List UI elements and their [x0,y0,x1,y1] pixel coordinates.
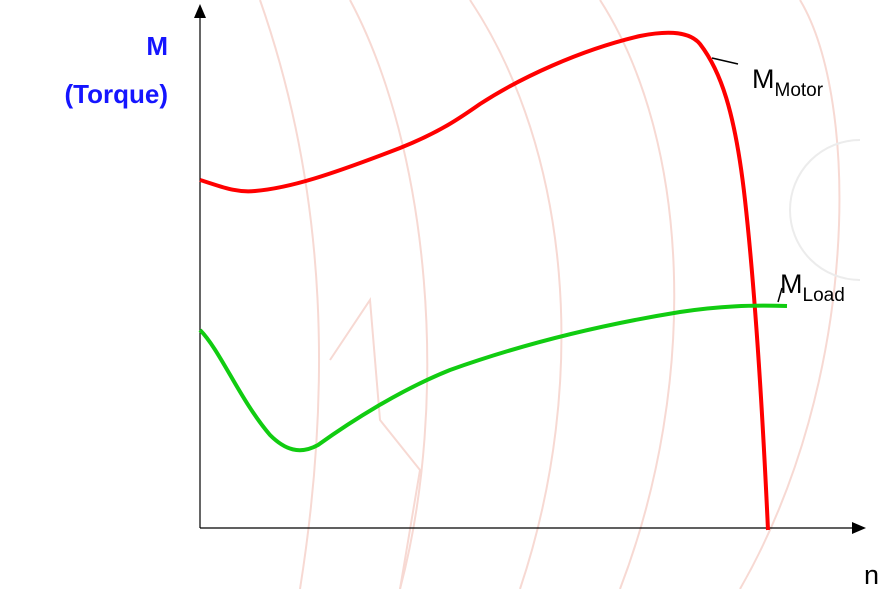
load-curve [198,303,788,453]
motor-curve [199,30,770,531]
y-axis-label: M [146,31,168,61]
x-arrow [852,522,866,534]
x-axis-label: n [864,560,879,589]
curve-label-main: M [752,64,775,94]
motor-leader [711,57,739,65]
curve-label-sub: Load [803,285,845,306]
load-leader [777,287,783,303]
curve-label: MMotor [752,64,824,101]
axes [194,4,866,534]
curve-label: MLoad [780,269,845,306]
curve-label-sub: Motor [775,80,824,101]
y-arrow [194,4,206,18]
watermark [259,0,861,589]
curve-label-main: M [780,269,803,299]
y-axis-label: (Torque) [65,79,169,109]
